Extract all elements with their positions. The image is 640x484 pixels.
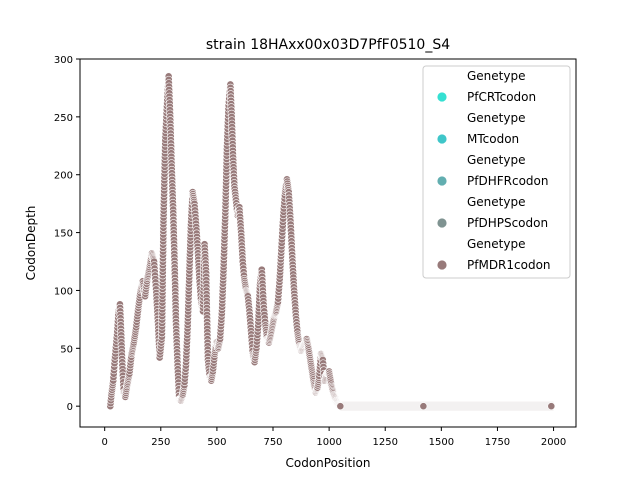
legend-marker	[436, 91, 448, 103]
legend-label: PfDHPScodon	[467, 216, 548, 230]
x-tick-label: 1250	[373, 437, 398, 448]
chart-title: strain 18HAxx00x03D7PfF0510_S4	[206, 37, 450, 53]
legend-header: Genetype	[467, 69, 525, 83]
y-tick-label: 250	[54, 113, 73, 124]
legend-header: Genetype	[467, 111, 525, 125]
legend-marker	[436, 175, 448, 187]
x-tick-label: 1000	[316, 437, 341, 448]
x-tick-label: 500	[207, 437, 226, 448]
low-coverage-strip	[340, 401, 554, 411]
legend-header: Genetype	[467, 237, 525, 251]
y-tick-label: 150	[54, 229, 73, 240]
y-tick-label: 100	[54, 286, 73, 297]
data-point	[419, 402, 428, 411]
plot-frame	[79, 58, 577, 428]
x-tick-label: 250	[151, 437, 170, 448]
legend-header: Genetype	[467, 153, 525, 167]
x-axis-label: CodonPosition	[285, 456, 370, 470]
legend-label: MTcodon	[467, 132, 519, 146]
x-tick-label: 750	[263, 437, 282, 448]
legend-label: PfCRTcodon	[467, 90, 536, 104]
data-point	[336, 402, 345, 411]
x-tick-label: 1750	[485, 437, 510, 448]
x-tick-label: 1500	[429, 437, 454, 448]
data-point	[547, 402, 556, 411]
y-tick-label: 50	[60, 344, 73, 355]
legend-marker	[436, 133, 448, 145]
legend-header: Genetype	[467, 195, 525, 209]
legend-marker	[436, 217, 448, 229]
y-axis-label: CodonDepth	[24, 206, 38, 281]
legend-label: PfMDR1codon	[467, 258, 551, 272]
legend-label: PfDHFRcodon	[467, 174, 548, 188]
y-tick-label: 200	[54, 171, 73, 182]
y-tick-label: 0	[67, 402, 73, 413]
legend-marker	[436, 259, 448, 271]
x-tick-label: 2000	[541, 437, 566, 448]
legend-box	[422, 65, 571, 279]
x-tick-label: 0	[102, 437, 108, 448]
y-tick-label: 300	[54, 55, 73, 66]
